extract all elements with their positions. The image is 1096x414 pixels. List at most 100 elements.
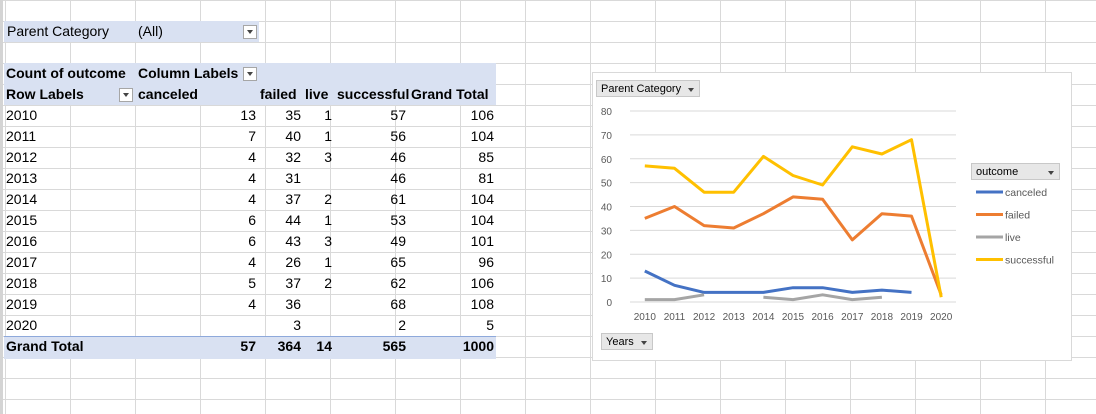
series-line-canceled: [644, 269, 912, 294]
pivot-cell-total: 104: [470, 128, 494, 144]
y-tick-label: 80: [601, 107, 613, 118]
pivot-cell-canceled: 4: [248, 191, 256, 207]
pivot-cell-canceled: 13: [240, 107, 256, 123]
chart-axis-button-label: Years: [606, 336, 634, 348]
filter-label: Parent Category: [7, 23, 109, 39]
row-labels-label: Row Labels: [6, 86, 84, 102]
pivot-cell-canceled: 5: [248, 275, 256, 291]
row-label-year[interactable]: 2019: [6, 296, 38, 312]
chart-filter-button[interactable]: Parent Category: [596, 80, 701, 97]
chart-plot: 0 10 20 30 40 50 60 70 80 2010 2011 2012 2013 2014 201…: [601, 107, 1054, 323]
col-header-grand-total: Grand Total: [411, 86, 489, 102]
filter-value[interactable]: (All): [138, 23, 163, 39]
row-label-year[interactable]: 2012: [6, 149, 38, 165]
row-label-year[interactable]: 2013: [6, 170, 38, 186]
x-tick-label: 2013: [723, 312, 746, 323]
pivot-cell-failed: 31: [285, 170, 301, 186]
legend-entry-live: live: [1005, 232, 1021, 244]
y-tick-label: 30: [601, 226, 613, 237]
pivot-cell-total: 85: [478, 149, 494, 165]
pivot-cell-failed: 32: [285, 149, 301, 165]
chart-axis-button[interactable]: Years: [601, 333, 653, 350]
series-line-live: [644, 293, 705, 302]
grand-total-total: 1000: [462, 338, 494, 354]
pivot-cell-live: 3: [324, 233, 332, 249]
pivot-cell-canceled: 6: [248, 212, 256, 228]
col-header-failed: failed: [260, 86, 297, 102]
pivot-cell-canceled: 4: [248, 149, 256, 165]
x-tick-label: 2016: [812, 312, 835, 323]
pivot-cell-successful: 53: [390, 212, 406, 228]
legend-entry-canceled: canceled: [1005, 187, 1047, 199]
x-tick-label: 2010: [634, 312, 657, 323]
x-tick-label: 2011: [664, 312, 686, 323]
legend-entry-successful: successful: [1005, 255, 1054, 267]
x-tick-label: 2020: [930, 312, 953, 323]
measure-label: Count of outcome: [6, 65, 126, 81]
pivot-cell-total: 5: [486, 317, 494, 333]
row-label-year[interactable]: 2010: [6, 107, 38, 123]
chevron-down-icon: [1048, 171, 1054, 175]
pivot-cell-canceled: 6: [248, 233, 256, 249]
row-header-edge: [0, 0, 3, 414]
grand-total-failed: 364: [277, 338, 301, 354]
chevron-down-icon: [688, 88, 695, 92]
pivot-cell-successful: 65: [390, 254, 406, 270]
pivot-cell-failed: 26: [285, 254, 301, 270]
pivot-cell-successful: 62: [390, 275, 406, 291]
column-labels-dropdown-icon[interactable]: [243, 67, 257, 81]
chart-legend-button-label: outcome: [976, 166, 1019, 178]
pivot-cell-failed: 36: [285, 296, 301, 312]
pivot-cell-failed: 37: [285, 191, 301, 207]
pivot-cell-canceled: 4: [248, 296, 256, 312]
legend-entry-failed: failed: [1005, 210, 1030, 222]
filter-dropdown-icon[interactable]: [243, 25, 257, 39]
x-tick-label: 2018: [871, 312, 894, 323]
series-line-failed: [644, 195, 943, 296]
chart-legend-button[interactable]: outcome: [971, 163, 1060, 180]
y-tick-label: 60: [601, 155, 613, 166]
row-label-year[interactable]: 2020: [6, 317, 38, 333]
pivot-cell-successful: 68: [390, 296, 406, 312]
pivot-cell-total: 81: [478, 170, 494, 186]
pivot-cell-live: 3: [324, 149, 332, 165]
pivot-cell-failed: 40: [285, 128, 301, 144]
row-label-year[interactable]: 2017: [6, 254, 38, 270]
pivot-cell-total: 106: [470, 107, 494, 123]
pivot-chart[interactable]: Parent Category Years outcome 0 10 20 30 40 5…: [592, 72, 1072, 361]
pivot-cell-total: 106: [470, 275, 494, 291]
y-tick-label: 0: [606, 298, 612, 309]
pivot-cell-failed: 37: [285, 275, 301, 291]
row-label-year[interactable]: 2016: [6, 233, 38, 249]
pivot-cell-successful: 49: [390, 233, 406, 249]
row-label-year[interactable]: 2015: [6, 212, 38, 228]
x-tick-label: 2019: [900, 312, 923, 323]
row-label-year[interactable]: 2011: [6, 128, 37, 144]
pivot-cell-live: 2: [324, 275, 332, 291]
pivot-cell-canceled: 7: [248, 128, 256, 144]
pivot-cell-successful: 46: [390, 149, 406, 165]
grand-total-successful: 565: [382, 338, 406, 354]
pivot-cell-canceled: 4: [248, 254, 256, 270]
pivot-cell-live: 2: [324, 191, 332, 207]
pivot-cell-successful: 56: [390, 128, 406, 144]
grand-total-canceled: 57: [240, 338, 256, 354]
series-line-live: [763, 293, 883, 302]
row-label-year[interactable]: 2014: [6, 191, 38, 207]
x-tick-label: 2014: [752, 312, 775, 323]
pivot-cell-total: 96: [478, 254, 494, 270]
row-labels-dropdown-icon[interactable]: [119, 88, 133, 102]
col-header-live: live: [305, 86, 329, 102]
chevron-down-icon: [640, 341, 647, 345]
pivot-cell-failed: 43: [285, 233, 301, 249]
pivot-cell-live: 1: [324, 254, 332, 270]
pivot-cell-failed: 44: [285, 212, 301, 228]
pivot-cell-live: 1: [324, 212, 332, 228]
pivot-cell-successful: 57: [390, 107, 406, 123]
pivot-cell-live: 1: [324, 128, 332, 144]
column-labels-label: Column Labels: [138, 65, 239, 81]
pivot-cell-total: 104: [470, 191, 494, 207]
pivot-cell-successful: 2: [398, 317, 406, 333]
row-label-year[interactable]: 2018: [6, 275, 38, 291]
col-header-canceled: canceled: [138, 86, 198, 102]
